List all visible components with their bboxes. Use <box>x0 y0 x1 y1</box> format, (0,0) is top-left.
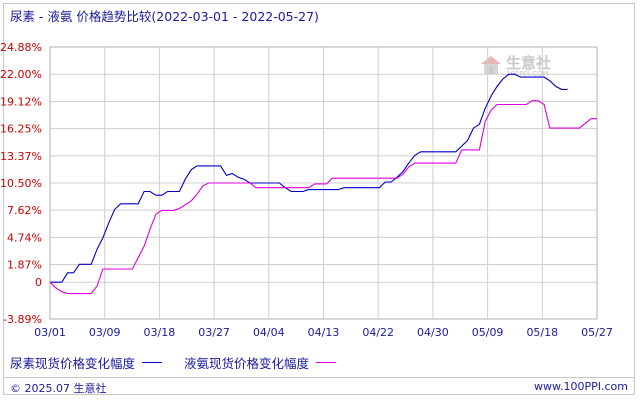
x-tick-label: 04/04 <box>253 326 285 339</box>
y-tick-label: -3.89% <box>3 313 42 326</box>
legend-swatch-ammonia <box>316 362 337 363</box>
x-tick-label: 03/01 <box>34 326 66 339</box>
series-line-1 <box>49 100 597 295</box>
watermark-text: 生意社 <box>506 54 552 72</box>
x-tick-label: 05/09 <box>472 326 504 339</box>
legend: 尿素现货价格变化幅度 液氨现货价格变化幅度 <box>10 353 358 372</box>
x-tick-label: 04/30 <box>417 326 449 339</box>
x-tick-label: 05/18 <box>526 326 558 339</box>
legend-label-ammonia: 液氨现货价格变化幅度 <box>184 356 310 371</box>
plot-area <box>49 46 598 320</box>
y-tick-label: 13.37% <box>0 150 42 163</box>
y-tick-label: 22.00% <box>0 68 42 81</box>
x-tick-label: 03/27 <box>198 326 230 339</box>
footer-site-link[interactable]: www.100PPI.com <box>534 380 628 393</box>
footer-copyright: © 2025.07 生意社 <box>10 382 107 395</box>
y-tick-label: 4.74% <box>7 231 42 244</box>
chart-frame <box>3 3 635 395</box>
y-tick-label: 0 <box>35 276 42 289</box>
x-tick-label: 03/18 <box>144 326 176 339</box>
x-tick-label: 05/27 <box>581 326 613 339</box>
y-tick-label: 19.12% <box>0 95 42 108</box>
legend-item-urea: 尿素现货价格变化幅度 <box>10 353 163 372</box>
legend-swatch-urea <box>142 362 163 363</box>
series-line-0 <box>50 73 568 283</box>
x-tick-label: 04/22 <box>362 326 394 339</box>
legend-label-urea: 尿素现货价格变化幅度 <box>10 356 136 371</box>
footer-divider <box>3 377 635 378</box>
house-logo-icon <box>481 56 501 74</box>
y-tick-label: 1.87% <box>7 259 42 272</box>
y-tick-label: 7.62% <box>7 204 42 217</box>
x-tick-label: 03/09 <box>89 326 121 339</box>
legend-item-ammonia: 液氨现货价格变化幅度 <box>184 353 337 372</box>
x-tick-label: 04/13 <box>308 326 340 339</box>
y-tick-label: 10.50% <box>0 177 42 190</box>
chart-title: 尿素 - 液氨 价格趋势比较(2022-03-01 - 2022-05-27) <box>10 9 319 24</box>
y-tick-label: 16.25% <box>0 123 42 136</box>
y-tick-label: 24.88% <box>0 41 42 54</box>
